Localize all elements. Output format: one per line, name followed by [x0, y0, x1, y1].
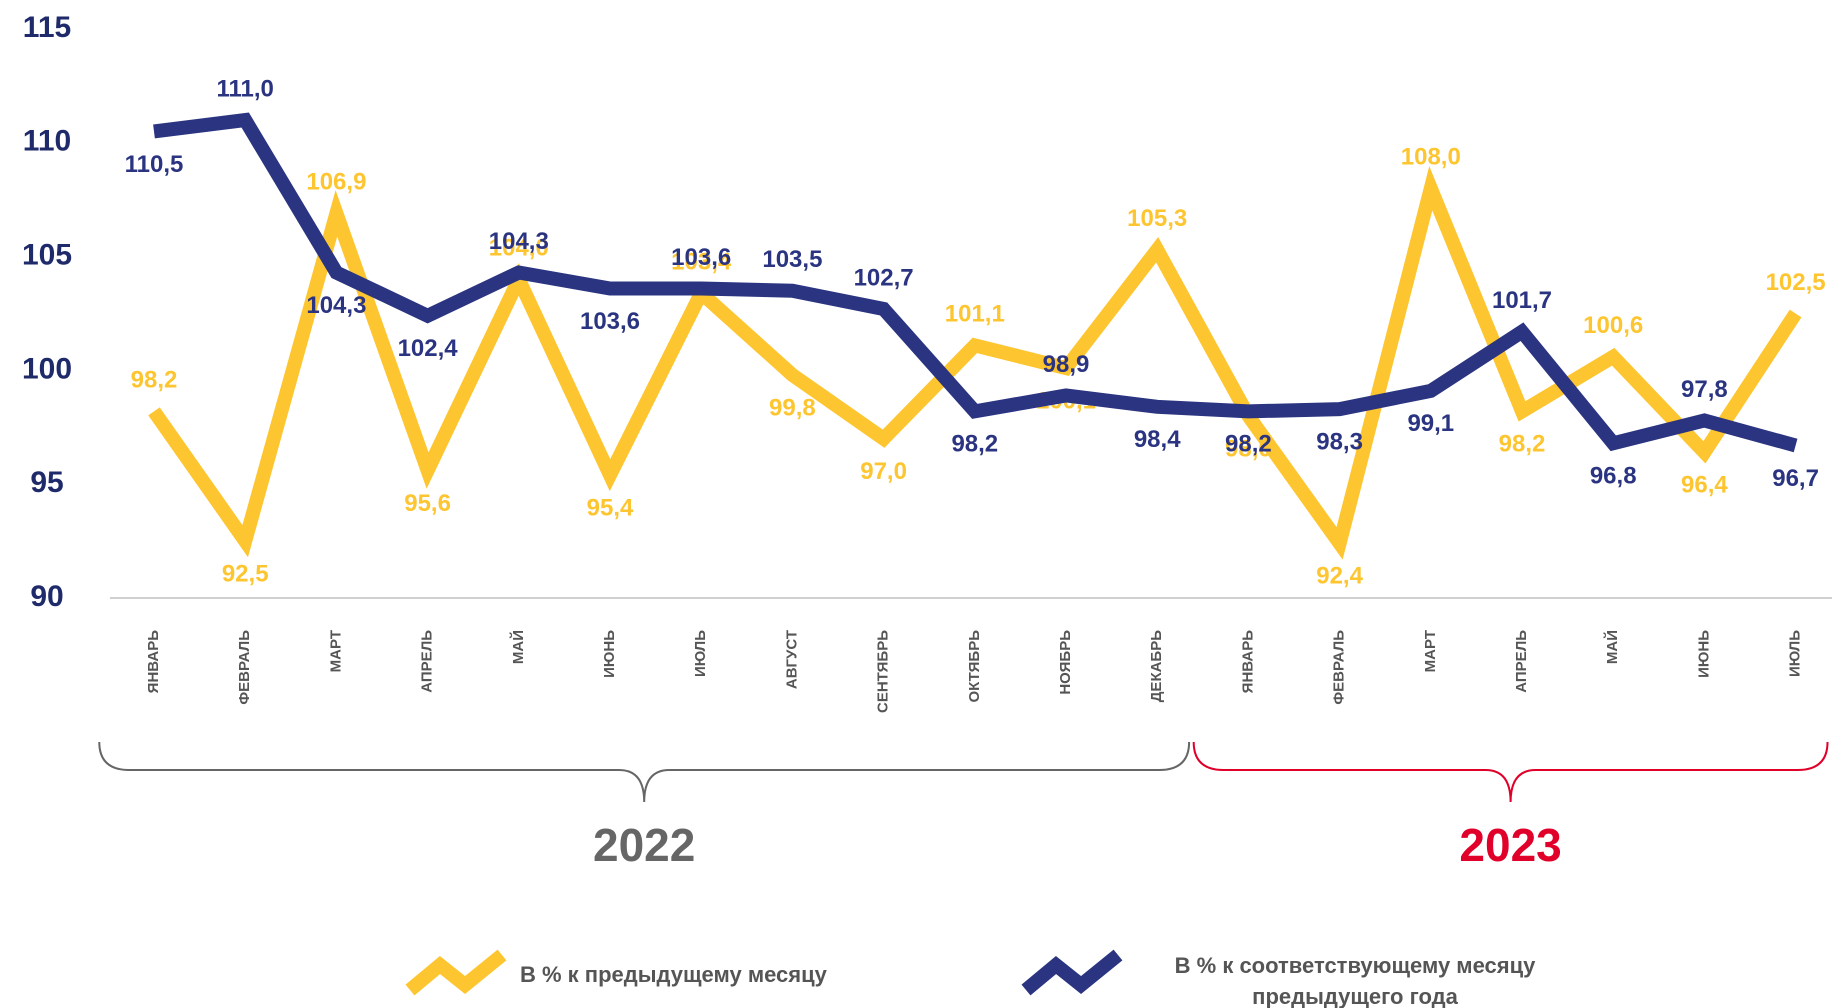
- value-label: 97,0: [860, 458, 907, 485]
- x-tick-label: ОКТЯБРЬ: [966, 630, 983, 703]
- value-label: 99,8: [769, 394, 816, 421]
- x-tick-label: ЯНВАРЬ: [145, 630, 162, 694]
- x-tick-label: ФЕВРАЛЬ: [236, 630, 253, 705]
- x-tick-label: ФЕВРАЛЬ: [1331, 630, 1348, 705]
- value-label: 101,7: [1492, 287, 1552, 314]
- group-label: 2022: [593, 819, 695, 871]
- x-tick-label: МАЙ: [1603, 630, 1621, 664]
- x-tick-label: АПРЕЛЬ: [419, 630, 436, 693]
- value-label: 110,5: [125, 151, 184, 178]
- value-label: 101,1: [945, 301, 1005, 328]
- x-tick-label: ИЮНЬ: [1695, 630, 1712, 678]
- legend-label: В % к предыдущему месяцу: [520, 962, 827, 987]
- bracket: [98, 741, 1191, 803]
- y-tick-label: 105: [22, 239, 72, 272]
- y-tick-label: 90: [30, 580, 63, 613]
- y-tick-label: 110: [23, 125, 71, 158]
- value-label: 106,9: [306, 169, 366, 196]
- value-label: 102,7: [854, 264, 914, 291]
- value-label: 98,3: [1316, 428, 1363, 455]
- value-label: 102,5: [1766, 269, 1826, 296]
- legend-label: В % к соответствующему месяцу предыдущег…: [1174, 953, 1536, 1008]
- x-tick-label: МАРТ: [327, 630, 344, 672]
- group-label: 2023: [1459, 819, 1561, 871]
- x-tick-label: НОЯБРЬ: [1057, 630, 1074, 695]
- value-label: 96,8: [1590, 463, 1637, 490]
- value-label: 98,9: [1043, 351, 1090, 378]
- value-label: 95,4: [587, 494, 634, 521]
- value-label: 96,4: [1681, 472, 1728, 499]
- line: [148, 166, 1802, 560]
- y-tick-label: 95: [30, 466, 63, 499]
- value-label: 102,4: [398, 335, 459, 362]
- value-label: 103,6: [580, 308, 640, 335]
- legend-icon: [405, 949, 507, 996]
- x-tick-label: ИЮЛЬ: [692, 630, 709, 677]
- x-tick-label: ИЮЛЬ: [1787, 630, 1804, 677]
- value-label: 98,2: [131, 367, 178, 394]
- value-label: 105,3: [1127, 205, 1187, 232]
- value-label: 98,4: [1134, 426, 1181, 453]
- line: [153, 112, 1798, 453]
- value-label: 103,6: [671, 244, 731, 271]
- value-label: 98,2: [1225, 431, 1272, 458]
- x-tick-label: АПРЕЛЬ: [1513, 630, 1530, 693]
- y-tick-label: 100: [22, 352, 72, 385]
- value-label: 111,0: [216, 75, 273, 102]
- x-tick-label: СЕНТЯБРЬ: [875, 630, 892, 713]
- x-tick-label: МАРТ: [1422, 630, 1439, 672]
- y-tick-label: 115: [23, 11, 71, 44]
- x-tick-label: ИЮНЬ: [601, 630, 618, 678]
- value-label: 99,1: [1407, 410, 1454, 437]
- value-label: 98,0: [1225, 435, 1272, 462]
- value-label: 98,2: [951, 431, 998, 458]
- value-label: 95,6: [404, 490, 451, 517]
- value-label: 97,8: [1681, 376, 1728, 403]
- value-label: 104,3: [489, 228, 549, 255]
- x-tick-label: ДЕКАБРЬ: [1148, 630, 1165, 702]
- value-label: 100,6: [1583, 312, 1643, 339]
- value-label: 96,7: [1772, 465, 1819, 492]
- value-label: 98,2: [1499, 431, 1546, 458]
- legend-icon: [1021, 949, 1123, 996]
- value-label: 92,5: [222, 560, 269, 587]
- x-tick-label: АВГУСТ: [783, 630, 800, 689]
- value-label: 103,5: [762, 246, 822, 273]
- bracket: [1192, 741, 1829, 803]
- x-tick-label: МАЙ: [509, 630, 527, 664]
- value-label: 104,3: [306, 292, 366, 319]
- value-label: 92,4: [1316, 563, 1363, 590]
- value-label: 108,0: [1401, 144, 1461, 171]
- x-tick-label: ЯНВАРЬ: [1239, 630, 1256, 694]
- value-label: 103,4: [671, 248, 732, 275]
- value-label: 104,0: [489, 235, 549, 262]
